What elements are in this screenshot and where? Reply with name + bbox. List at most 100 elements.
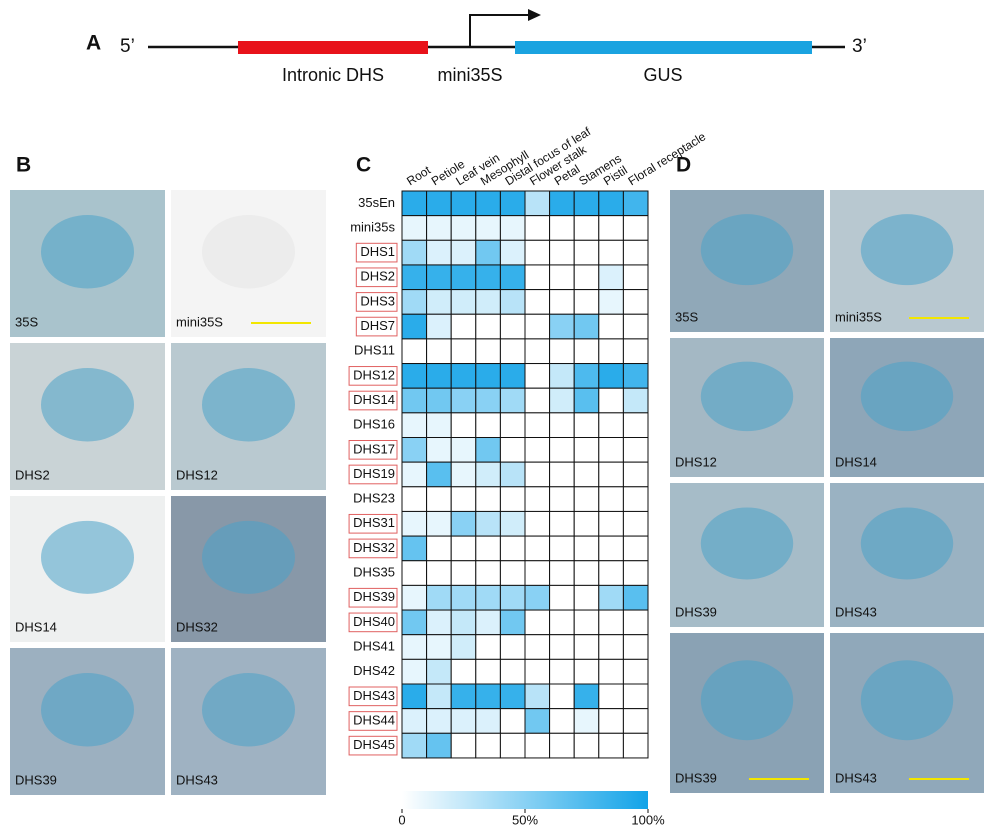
- photo-label: DHS43: [176, 772, 218, 787]
- heat-cell: [450, 461, 477, 488]
- row-label-box: [348, 464, 398, 485]
- heat-cell: [524, 560, 551, 586]
- heat-cell: [401, 560, 428, 586]
- row-label: DHS7: [360, 318, 395, 333]
- heat-cell: [622, 708, 649, 734]
- colorbar-label: 50%: [512, 812, 538, 827]
- heat-cell: [598, 658, 624, 685]
- heat-cell: [499, 609, 526, 636]
- heat-cell: [475, 708, 501, 734]
- heat-cell: [524, 609, 551, 636]
- heat-cell: [598, 708, 624, 734]
- heat-cell: [401, 510, 428, 537]
- photo-subject: [202, 520, 295, 594]
- heat-cell: [549, 412, 575, 439]
- heat-cell: [401, 412, 428, 439]
- heat-cell: [426, 486, 452, 512]
- heat-cell: [573, 708, 600, 734]
- element-label: Intronic DHS: [282, 65, 384, 85]
- heat-cell: [573, 239, 600, 266]
- row-label-box: [348, 513, 398, 534]
- heat-cell: [622, 732, 649, 759]
- heat-cell: [573, 584, 600, 611]
- heat-cell: [475, 289, 501, 315]
- photo-subject: [700, 507, 794, 580]
- heat-cell: [524, 634, 551, 660]
- heat-cell: [622, 313, 649, 340]
- heat-cell: [401, 708, 428, 734]
- heat-cell: [524, 363, 551, 389]
- photo-subject: [860, 214, 954, 286]
- heat-cell: [622, 264, 649, 291]
- heat-cell: [475, 584, 501, 611]
- heat-cell: [426, 412, 452, 439]
- heat-cell: [426, 313, 452, 340]
- heat-cell: [475, 634, 501, 660]
- heat-cell: [524, 658, 551, 685]
- row-label: DHS2: [360, 269, 395, 284]
- heat-cell: [598, 190, 624, 217]
- row-label: DHS16: [353, 417, 395, 432]
- heat-cell: [426, 584, 452, 611]
- heat-cell: [450, 239, 477, 266]
- element-label: mini35S: [437, 65, 502, 85]
- row-label-box: [348, 366, 398, 386]
- heat-cell: [549, 461, 575, 488]
- heat-cell: [622, 363, 649, 389]
- photo-label: DHS14: [15, 619, 57, 634]
- photo-label: DHS12: [675, 454, 717, 469]
- heat-cell: [401, 239, 428, 266]
- five-prime: 5’: [120, 36, 135, 57]
- heat-cell: [499, 634, 526, 660]
- heat-cell: [450, 486, 477, 512]
- heat-cell: [598, 634, 624, 660]
- heat-cell: [499, 264, 526, 291]
- heat-cell: [573, 658, 600, 685]
- row-label-box: [348, 440, 398, 460]
- heat-cell: [573, 437, 600, 463]
- heat-cell: [598, 486, 624, 512]
- heat-cell: [524, 486, 551, 512]
- heat-cell: [450, 215, 477, 241]
- row-label-box: [355, 267, 398, 288]
- heat-cell: [573, 609, 600, 636]
- heat-cell: [598, 584, 624, 611]
- gus-box: [515, 41, 812, 54]
- heat-cell: [499, 363, 526, 389]
- heat-cell: [622, 461, 649, 488]
- row-label: DHS23: [353, 491, 395, 506]
- heat-cell: [524, 708, 551, 734]
- heat-cell: [549, 683, 575, 710]
- heat-cell: [499, 338, 526, 365]
- heat-cell: [524, 338, 551, 365]
- photo-label: 35S: [15, 314, 38, 329]
- heat-cell: [573, 732, 600, 759]
- heat-cell: [401, 634, 428, 660]
- photo-label: DHS39: [675, 770, 717, 785]
- heat-cell: [524, 289, 551, 315]
- heat-cell: [524, 412, 551, 439]
- heat-cell: [450, 584, 477, 611]
- heat-cell: [401, 732, 428, 759]
- heat-cell: [450, 289, 477, 315]
- heat-cell: [426, 510, 452, 537]
- row-label: DHS32: [353, 540, 395, 555]
- heat-cell: [524, 535, 551, 562]
- heat-cell: [401, 461, 428, 488]
- row-label: DHS17: [353, 441, 395, 456]
- heat-cell: [450, 387, 477, 414]
- heat-cell: [426, 658, 452, 685]
- row-label: DHS44: [353, 712, 395, 727]
- heat-cell: [622, 683, 649, 710]
- heat-cell: [622, 584, 649, 611]
- heat-cell: [598, 609, 624, 636]
- row-label: DHS11: [354, 343, 395, 358]
- photo-label: DHS32: [176, 619, 218, 634]
- heat-cell: [426, 634, 452, 660]
- heat-cell: [475, 486, 501, 512]
- heat-cell: [499, 190, 526, 217]
- heat-cell: [401, 264, 428, 291]
- row-label: DHS19: [353, 466, 395, 481]
- photo-label: mini35S: [835, 309, 882, 324]
- heat-cell: [573, 486, 600, 512]
